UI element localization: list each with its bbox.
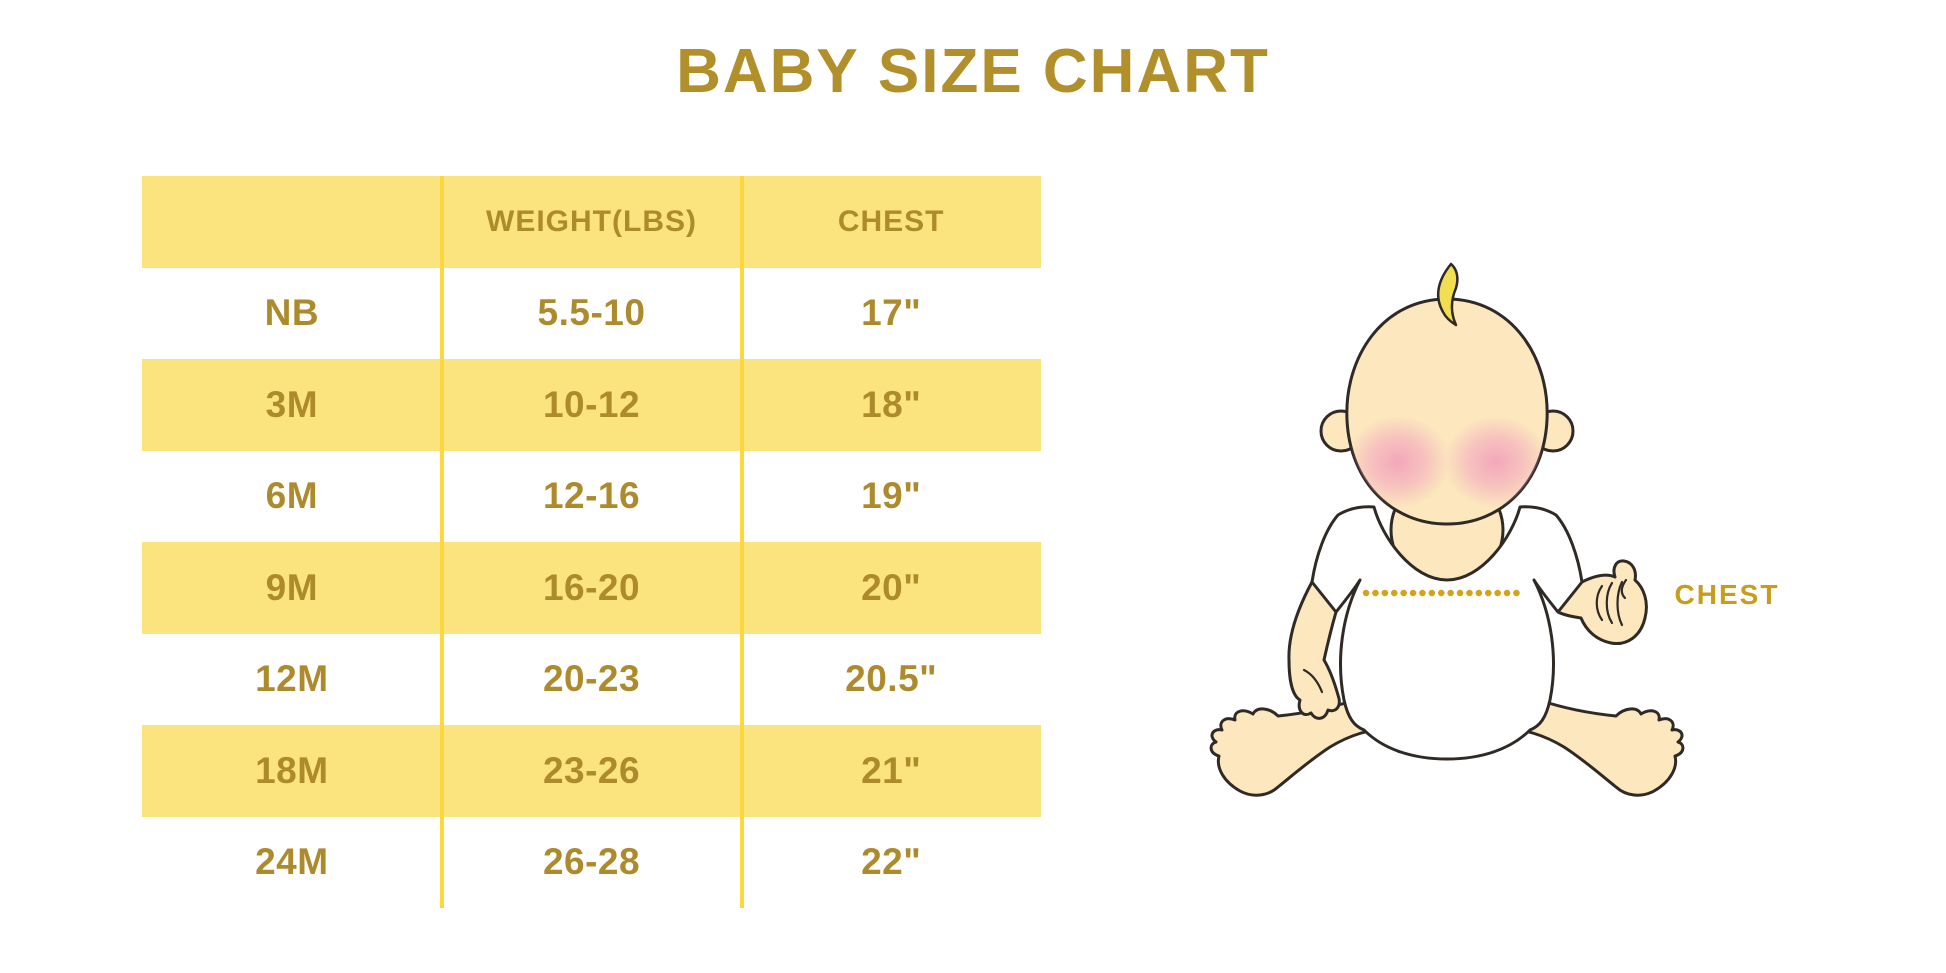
fist-thumb-line xyxy=(1620,578,1628,600)
right-blush xyxy=(1444,416,1548,508)
weight-cell: 20-23 xyxy=(542,658,641,700)
baby-hair-curl-icon xyxy=(1436,262,1459,327)
header-chest-cell: CHEST xyxy=(837,204,945,238)
chest-cell: 19" xyxy=(861,475,922,517)
fist-knuckle-line xyxy=(1605,581,1614,625)
column-divider xyxy=(740,176,744,908)
chest-cell: 20" xyxy=(861,566,922,608)
table-row: 24M 26-28 22" xyxy=(142,817,1041,909)
table-row: 9M 16-20 20" xyxy=(142,542,1041,634)
chest-cell: 21" xyxy=(861,749,922,791)
chest-cell: 22" xyxy=(861,841,922,883)
header-size-cell xyxy=(142,176,442,268)
weight-cell: 26-28 xyxy=(542,841,641,883)
size-cell: 18M xyxy=(255,749,329,791)
size-cell: 3M xyxy=(265,383,319,425)
page-title: BABY SIZE CHART xyxy=(676,37,1270,106)
baby-illustration: CHEST xyxy=(1150,230,1850,830)
baby-onesie xyxy=(1310,505,1584,761)
table-row: 18M 23-26 21" xyxy=(142,725,1041,817)
baby-size-table: WEIGHT(LBS) CHEST NB 5.5-10 17" 3M 10-12… xyxy=(142,176,1041,908)
weight-cell: 23-26 xyxy=(542,749,641,791)
left-blush xyxy=(1346,416,1450,508)
chest-label: CHEST xyxy=(1675,579,1780,610)
chest-cell: 17" xyxy=(861,292,922,334)
size-cell: 12M xyxy=(255,658,329,700)
baby-left-arm xyxy=(1287,580,1341,720)
weight-cell: 12-16 xyxy=(542,475,641,517)
size-cell: 6M xyxy=(265,475,319,517)
chest-cell: 18" xyxy=(861,383,922,425)
fist-knuckle-line xyxy=(1616,580,1624,627)
weight-cell: 10-12 xyxy=(542,383,641,425)
table-row: NB 5.5-10 17" xyxy=(142,268,1041,360)
weight-cell: 16-20 xyxy=(542,566,641,608)
size-cell: 9M xyxy=(265,566,319,608)
weight-cell: 5.5-10 xyxy=(537,292,646,334)
table-row: 6M 12-16 19" xyxy=(142,451,1041,543)
table-row: 12M 20-23 20.5" xyxy=(142,634,1041,726)
column-divider xyxy=(440,176,444,908)
table-header-row: WEIGHT(LBS) CHEST xyxy=(142,176,1041,268)
header-weight-cell: WEIGHT(LBS) xyxy=(486,204,697,238)
table-row: 3M 10-12 18" xyxy=(142,359,1041,451)
chest-cell: 20.5" xyxy=(845,658,938,700)
baby-left-thumb-line xyxy=(1302,668,1324,694)
baby-svg: CHEST xyxy=(1209,262,1780,797)
fist-knuckle-line xyxy=(1595,584,1604,622)
size-cell: NB xyxy=(264,292,320,334)
size-cell: 24M xyxy=(255,841,329,883)
